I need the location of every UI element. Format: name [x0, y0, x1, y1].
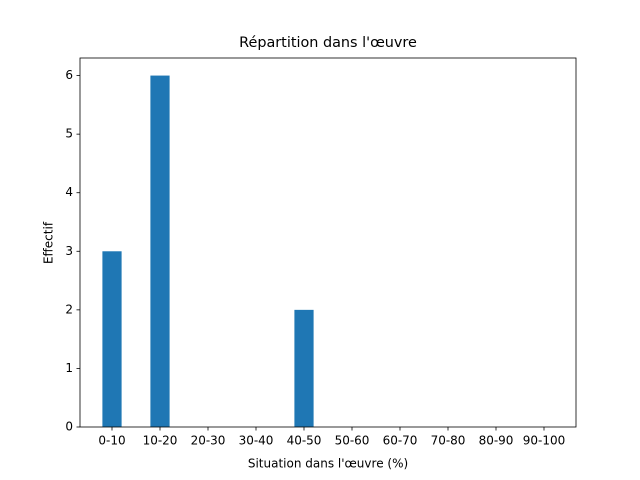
x-tick-label: 90-100: [523, 434, 566, 448]
x-axis-label: Situation dans l'œuvre (%): [248, 457, 408, 471]
x-tick-label: 10-20: [143, 434, 178, 448]
bar: [102, 251, 122, 427]
bar: [150, 75, 170, 428]
x-tick-label: 20-30: [191, 434, 226, 448]
x-tick-label: 50-60: [335, 434, 370, 448]
y-tick-label: 4: [65, 185, 73, 199]
x-tick-label: 0-10: [98, 434, 125, 448]
bar: [294, 309, 314, 427]
y-axis-label: Effectif: [42, 221, 56, 264]
y-tick-label: 2: [65, 302, 73, 316]
x-tick-label: 40-50: [287, 434, 322, 448]
y-tick-label: 0: [65, 420, 73, 434]
x-tick-label: 30-40: [239, 434, 274, 448]
chart-title: Répartition dans l'œuvre: [239, 35, 417, 51]
x-tick-label: 70-80: [431, 434, 466, 448]
x-tick-label: 80-90: [479, 434, 514, 448]
y-tick-label: 3: [65, 244, 73, 258]
x-tick-label: 60-70: [383, 434, 418, 448]
y-tick-label: 1: [65, 361, 73, 375]
y-tick-label: 6: [65, 68, 73, 82]
plot-frame: [79, 57, 577, 428]
y-tick-label: 5: [65, 127, 73, 141]
